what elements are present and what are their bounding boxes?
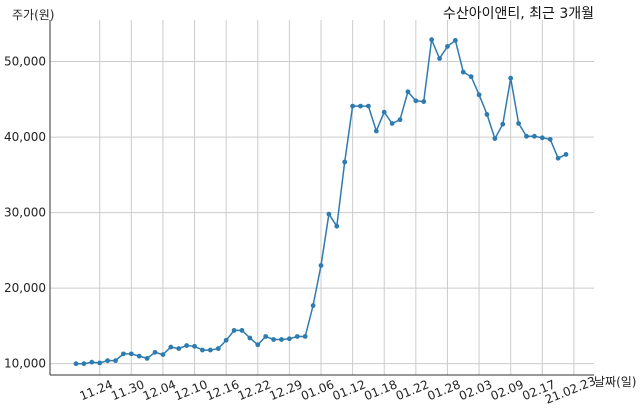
data-point bbox=[286, 336, 292, 342]
data-point bbox=[247, 335, 253, 341]
data-point bbox=[113, 358, 118, 364]
data-point bbox=[239, 328, 245, 333]
data-point bbox=[310, 303, 316, 308]
data-point bbox=[429, 37, 435, 43]
price-series bbox=[73, 36, 569, 367]
data-point bbox=[128, 351, 134, 357]
data-point bbox=[231, 328, 237, 333]
data-point bbox=[97, 360, 103, 366]
data-point bbox=[531, 133, 537, 139]
data-point bbox=[437, 56, 442, 61]
data-point bbox=[334, 223, 340, 229]
data-point bbox=[263, 334, 269, 339]
data-point bbox=[192, 343, 197, 349]
x-axis-label: 날짜(일) bbox=[594, 375, 636, 389]
data-point bbox=[563, 152, 569, 157]
data-point bbox=[524, 133, 529, 139]
data-point bbox=[476, 92, 482, 98]
data-point bbox=[397, 117, 403, 123]
data-point bbox=[279, 337, 284, 342]
data-point bbox=[144, 355, 150, 361]
data-point bbox=[421, 99, 427, 104]
data-point bbox=[460, 69, 466, 75]
data-point bbox=[445, 44, 450, 49]
chart-title: 수산아이앤티, 최근 3개월 bbox=[443, 6, 594, 22]
data-point bbox=[176, 346, 182, 351]
data-point bbox=[413, 98, 419, 104]
data-point bbox=[318, 263, 324, 268]
data-point bbox=[89, 359, 95, 365]
data-point bbox=[168, 344, 174, 350]
x-tick-labels: 11.2411.3012.0412.1012.1612.2212.2901.06… bbox=[78, 374, 598, 407]
data-point bbox=[452, 37, 458, 43]
data-point bbox=[105, 358, 111, 364]
data-point bbox=[547, 136, 553, 142]
y-tick-label: 10,000 bbox=[4, 357, 46, 371]
data-point bbox=[207, 347, 213, 353]
data-point bbox=[492, 136, 498, 141]
data-point bbox=[73, 361, 79, 367]
data-point bbox=[389, 121, 395, 126]
data-point bbox=[350, 103, 356, 109]
data-point bbox=[294, 334, 300, 339]
data-point bbox=[516, 121, 521, 126]
data-point bbox=[302, 334, 308, 339]
data-point bbox=[326, 211, 332, 217]
y-tick-label: 40,000 bbox=[4, 130, 46, 144]
data-point bbox=[215, 346, 221, 351]
data-point bbox=[539, 135, 545, 141]
data-point bbox=[223, 337, 229, 343]
grid-lines bbox=[50, 20, 594, 375]
data-point bbox=[508, 75, 514, 81]
axes bbox=[49, 20, 594, 376]
data-point bbox=[152, 349, 158, 355]
data-point bbox=[255, 342, 261, 348]
data-point bbox=[555, 155, 561, 161]
data-point bbox=[121, 351, 126, 357]
data-point bbox=[500, 121, 506, 127]
data-point bbox=[358, 103, 363, 109]
y-tick-label: 50,000 bbox=[4, 55, 46, 69]
data-point bbox=[136, 353, 142, 359]
data-point bbox=[405, 89, 411, 95]
data-point bbox=[184, 343, 190, 348]
data-point bbox=[468, 74, 474, 80]
y-tick-label: 20,000 bbox=[4, 281, 46, 295]
data-point bbox=[200, 347, 205, 353]
y-tick-label: 30,000 bbox=[4, 206, 46, 220]
data-point bbox=[271, 337, 276, 342]
data-point bbox=[381, 109, 387, 115]
data-point bbox=[366, 103, 371, 109]
data-point bbox=[373, 128, 379, 134]
y-axis-label: 주가(원) bbox=[12, 8, 54, 22]
data-point bbox=[484, 112, 490, 117]
y-tick-labels: 10,000 20,000 30,000 40,000 50,000 bbox=[4, 55, 46, 371]
data-point bbox=[160, 352, 166, 358]
data-point bbox=[342, 159, 348, 165]
data-point bbox=[81, 361, 87, 367]
